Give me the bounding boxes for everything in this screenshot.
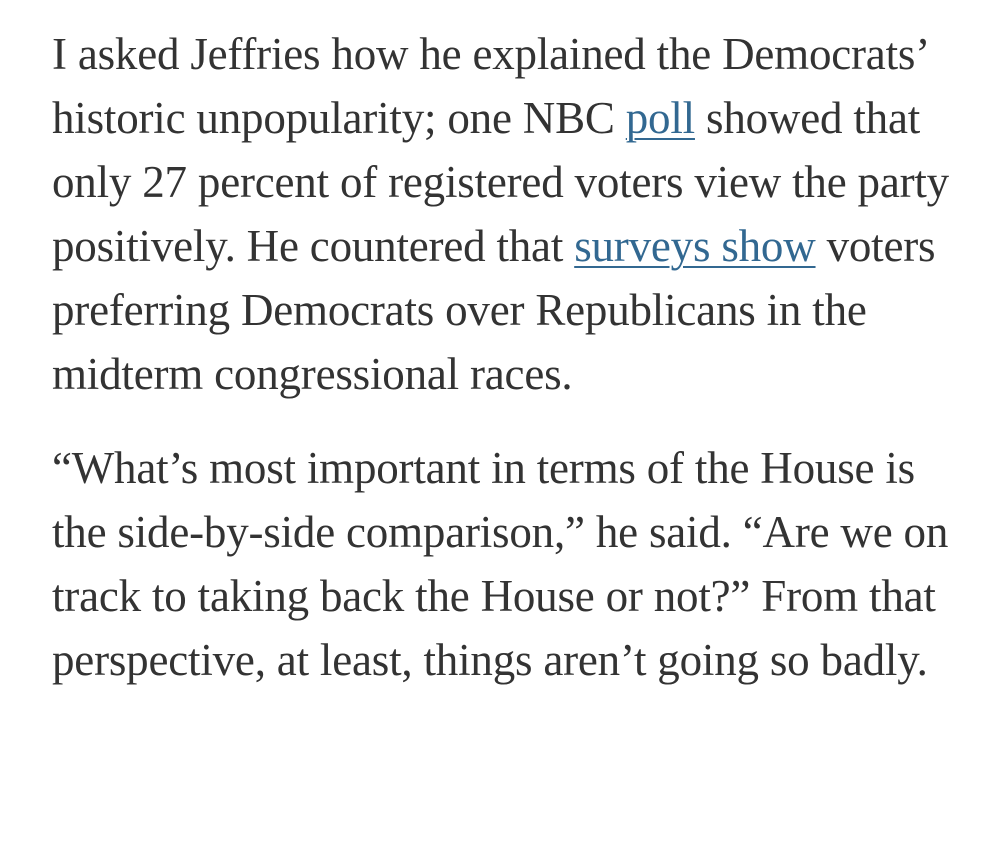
paragraph-text: voters preferring Democrats over Republi… [52,221,936,399]
paragraph-jeffries-quote: “What’s most important in terms of the H… [52,436,952,692]
paragraph-text: showed that only 27 percent of registere… [52,93,949,271]
paragraph-text: “What’s most important in terms of the H… [52,443,949,685]
paragraph-jeffries-unpopularity: I asked Jeffries how he explained the De… [52,22,952,406]
poll-link[interactable]: poll [625,93,695,143]
article-body: I asked Jeffries how he explained the De… [52,22,952,722]
surveys-show-link[interactable]: surveys show [574,221,816,271]
paragraph-text: I asked Jeffries how he explained the De… [52,29,927,143]
